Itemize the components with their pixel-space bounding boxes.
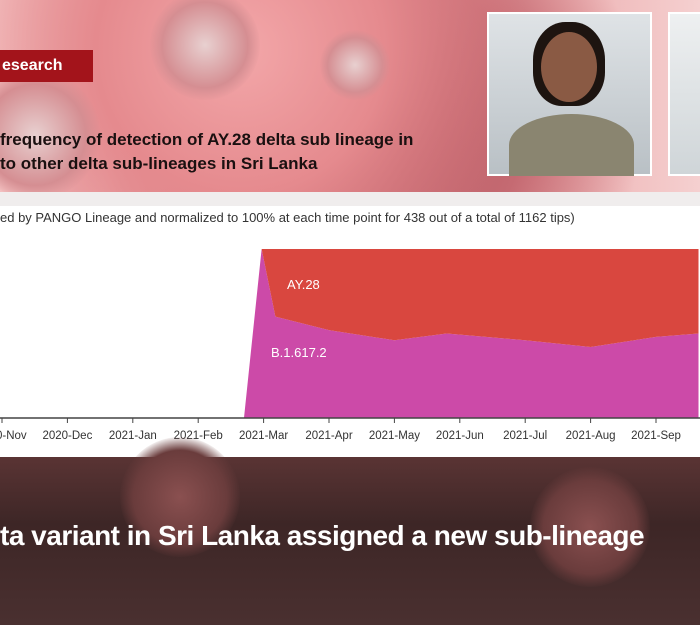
virus-illustration xyxy=(120,437,240,557)
x-tick-label: 2021-Jan xyxy=(109,430,157,442)
area-b-1-617-2 xyxy=(243,249,699,418)
article-headline[interactable]: ta variant in Sri Lanka assigned a new s… xyxy=(0,520,645,551)
series-label-b16172: B.1.617.2 xyxy=(271,345,327,360)
x-tick-label: 2021-May xyxy=(369,430,420,442)
headline-line-2: to other delta sub-lineages in Sri Lanka xyxy=(0,154,318,173)
x-tick-label: 2021-Mar xyxy=(239,430,288,442)
header-image: esearch frequency of detection of AY.28 … xyxy=(0,0,700,200)
researcher-photo xyxy=(487,12,652,176)
x-tick-label: 2021-Apr xyxy=(305,430,352,442)
chart-headline: frequency of detection of AY.28 delta su… xyxy=(0,128,413,176)
virus-illustration xyxy=(150,0,260,100)
category-badge[interactable]: esearch xyxy=(0,50,93,82)
second-photo xyxy=(668,12,700,176)
x-tick-label: 0-Nov xyxy=(0,430,27,442)
x-tick-label: 2020-Dec xyxy=(42,430,92,442)
headline-line-1: frequency of detection of AY.28 delta su… xyxy=(0,130,414,149)
x-tick-label: 2021-Sep xyxy=(631,430,681,442)
lineage-frequency-chart: AY.28 B.1.617.2 0-Nov 2020-Dec 2021-Jan 202… xyxy=(0,249,700,442)
chart-subtitle: ed by PANGO Lineage and normalized to 10… xyxy=(0,210,575,225)
x-tick-label: 2021-Jul xyxy=(503,430,547,442)
series-label-ay28: AY.28 xyxy=(287,277,320,292)
x-tick-label: 2021-Jun xyxy=(436,430,484,442)
x-tick-label: 2021-Aug xyxy=(566,430,616,442)
virus-illustration xyxy=(320,30,390,100)
footer-banner xyxy=(0,437,700,625)
area-ay-28 xyxy=(261,249,699,348)
virus-illustration xyxy=(0,70,100,200)
virus-illustration xyxy=(530,467,650,587)
